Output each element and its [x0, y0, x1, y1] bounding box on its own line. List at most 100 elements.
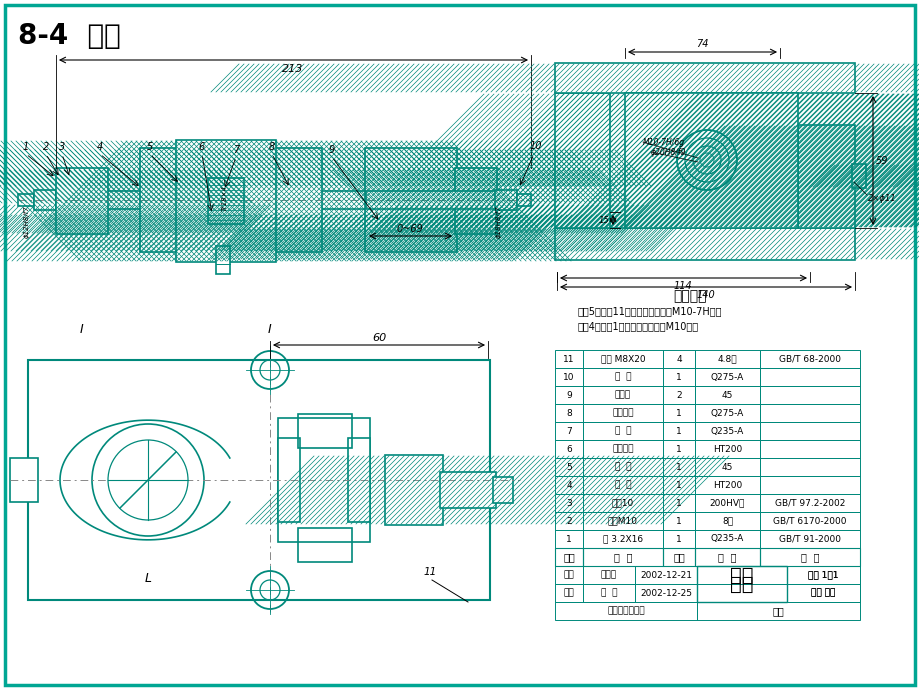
Bar — [583, 458, 663, 476]
Bar — [298, 414, 352, 448]
Bar — [694, 404, 759, 422]
Text: 向  中: 向 中 — [600, 589, 617, 598]
Text: 螺  杆: 螺 杆 — [614, 462, 630, 471]
Text: 7: 7 — [565, 426, 572, 435]
Text: 序号: 序号 — [562, 552, 574, 562]
Text: 销 3.2X16: 销 3.2X16 — [602, 535, 642, 544]
Bar — [583, 422, 663, 440]
Bar — [583, 386, 663, 404]
Bar — [697, 566, 786, 584]
Bar — [176, 140, 276, 262]
Text: ϕ18H8/f7: ϕ18H8/f7 — [495, 206, 502, 238]
Bar — [754, 94, 794, 227]
Bar — [141, 150, 321, 186]
Bar — [694, 440, 759, 458]
Text: （图 号）: （图 号） — [811, 589, 834, 598]
Bar — [786, 584, 859, 602]
Text: 10: 10 — [529, 141, 541, 151]
Text: 比例 1：1: 比例 1：1 — [808, 571, 838, 580]
Bar — [694, 548, 759, 566]
Bar — [583, 404, 663, 422]
Bar — [583, 440, 663, 458]
Bar — [694, 422, 759, 440]
Bar — [786, 584, 859, 602]
Text: ϕ12H8/f7: ϕ12H8/f7 — [24, 206, 30, 238]
Text: 7: 7 — [233, 145, 239, 155]
Text: 59: 59 — [875, 156, 888, 166]
Text: 140: 140 — [696, 290, 715, 300]
Bar — [555, 229, 853, 259]
Bar — [663, 404, 694, 422]
Text: 2002-12-25: 2002-12-25 — [640, 589, 691, 598]
Bar — [583, 350, 663, 368]
Bar — [583, 512, 663, 530]
Text: 60: 60 — [371, 333, 386, 343]
Bar — [140, 148, 322, 252]
Bar — [554, 422, 583, 440]
Text: 技术要求: 技术要求 — [673, 289, 706, 303]
Bar — [141, 215, 321, 251]
Text: HT200: HT200 — [712, 444, 742, 453]
Bar — [56, 191, 366, 209]
Bar — [439, 472, 495, 508]
Bar — [57, 170, 107, 203]
Bar — [554, 494, 583, 512]
Bar — [697, 602, 859, 620]
Bar — [663, 368, 694, 386]
Text: 数量: 数量 — [673, 552, 684, 562]
Bar — [554, 368, 583, 386]
Text: 垫圈10: 垫圈10 — [611, 498, 633, 508]
Text: ϕ20H8/f9: ϕ20H8/f9 — [651, 148, 686, 157]
Bar — [663, 350, 694, 368]
Bar — [455, 168, 496, 234]
Bar — [759, 494, 859, 512]
Text: 质量: 质量 — [772, 606, 784, 616]
Text: 1: 1 — [675, 426, 681, 435]
Text: L: L — [144, 572, 152, 585]
Text: 3: 3 — [59, 142, 65, 152]
Bar — [386, 456, 441, 524]
Bar — [694, 458, 759, 476]
Bar — [624, 93, 797, 228]
Bar — [759, 368, 859, 386]
Bar — [759, 350, 859, 368]
Text: 零件4与零件1相配合的外螺纹按M10加工: 零件4与零件1相配合的外螺纹按M10加工 — [577, 321, 698, 331]
Bar — [663, 386, 694, 404]
Text: I: I — [267, 323, 272, 336]
Bar — [366, 215, 456, 251]
Bar — [366, 191, 516, 209]
Text: I: I — [80, 323, 84, 336]
Text: GB/T 6170-2000: GB/T 6170-2000 — [772, 517, 845, 526]
Bar — [18, 194, 34, 206]
Bar — [554, 93, 609, 228]
Bar — [278, 438, 300, 522]
Bar — [759, 386, 859, 404]
Text: 比例 1：1: 比例 1：1 — [808, 571, 838, 580]
Text: 9: 9 — [565, 391, 572, 400]
Text: Q235-A: Q235-A — [710, 535, 743, 544]
Text: 1: 1 — [675, 444, 681, 453]
Text: 8: 8 — [565, 408, 572, 417]
Bar — [625, 94, 667, 227]
Text: Q275-A: Q275-A — [710, 373, 743, 382]
Bar — [456, 205, 495, 233]
Bar — [208, 178, 244, 224]
Text: 螺母M10: 螺母M10 — [607, 517, 637, 526]
Text: 虎钳: 虎钳 — [730, 575, 753, 593]
Text: 6: 6 — [199, 142, 205, 152]
Text: 材  料: 材 料 — [718, 552, 736, 562]
Text: Tr18×4: Tr18×4 — [221, 185, 228, 211]
Text: 4: 4 — [675, 355, 681, 364]
Bar — [663, 548, 694, 566]
Bar — [694, 476, 759, 494]
Bar — [554, 548, 583, 566]
Bar — [759, 548, 859, 566]
Bar — [694, 512, 759, 530]
Text: 2: 2 — [675, 391, 681, 400]
Text: GB/T 68-2000: GB/T 68-2000 — [778, 355, 840, 364]
Text: 2: 2 — [565, 517, 572, 526]
Text: 零件5与零件11相配合的内螺纹按M10-7H加工: 零件5与零件11相配合的内螺纹按M10-7H加工 — [577, 306, 721, 316]
Bar — [555, 64, 853, 92]
Text: 活动钳口: 活动钳口 — [611, 444, 633, 453]
Text: 4: 4 — [96, 142, 103, 152]
